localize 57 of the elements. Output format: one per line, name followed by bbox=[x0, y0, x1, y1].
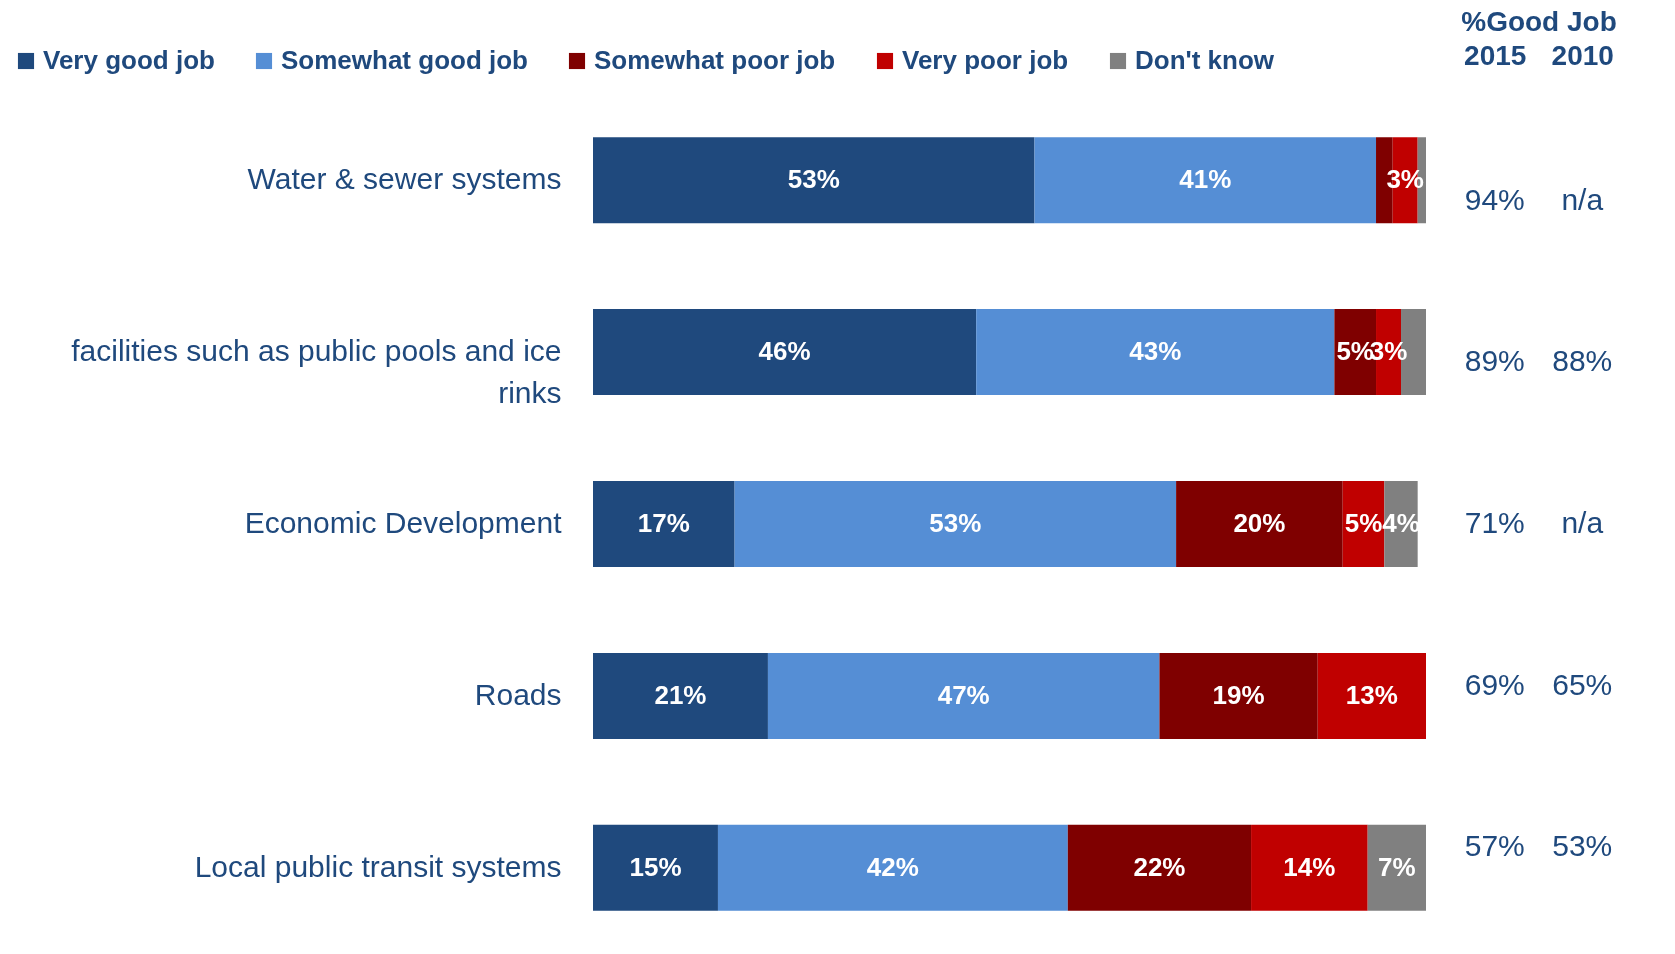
data-label: 19% bbox=[1212, 679, 1265, 710]
data-label: 7% bbox=[1378, 851, 1416, 882]
legend-label: Somewhat poor job bbox=[594, 45, 836, 75]
bar bbox=[1251, 824, 1368, 911]
text: 69% bbox=[1464, 667, 1525, 701]
text: 53% bbox=[1552, 829, 1613, 863]
text: 57% bbox=[1464, 829, 1525, 863]
bar bbox=[1067, 824, 1252, 911]
data-label: 42% bbox=[866, 851, 919, 882]
legend-label: Very poor job bbox=[902, 45, 1069, 75]
bar bbox=[717, 824, 1068, 911]
bar bbox=[593, 481, 735, 567]
bar bbox=[976, 309, 1335, 396]
bar bbox=[593, 309, 977, 396]
bar bbox=[734, 481, 1177, 567]
bar bbox=[1176, 481, 1343, 567]
bar bbox=[1317, 652, 1426, 739]
text: 88% bbox=[1552, 344, 1613, 378]
data-label: 46% bbox=[758, 336, 811, 367]
text: 2015 bbox=[1464, 39, 1527, 71]
y-tick-label: Water & sewer systems bbox=[247, 162, 562, 196]
text: 94% bbox=[1464, 182, 1525, 216]
y-tick-label: Roads bbox=[474, 677, 562, 711]
text: n/a bbox=[1561, 182, 1604, 216]
text: 89% bbox=[1464, 344, 1525, 378]
data-label: 53% bbox=[929, 508, 982, 538]
data-label: 20% bbox=[1233, 508, 1286, 538]
data-label: 53% bbox=[787, 164, 840, 195]
y-tick-label: Local public transit systems bbox=[194, 849, 562, 883]
text: 65% bbox=[1552, 667, 1613, 701]
data-label: 22% bbox=[1133, 851, 1186, 882]
y-tick-label: facilities such as public pools and ice rinks bbox=[71, 334, 562, 410]
text: 2010 bbox=[1551, 39, 1614, 71]
data-label: 21% bbox=[654, 679, 707, 710]
data-label: 15% bbox=[629, 851, 682, 882]
data-label: 3% bbox=[1386, 164, 1424, 195]
bar bbox=[593, 652, 768, 739]
text: 71% bbox=[1464, 506, 1525, 539]
data-label: 47% bbox=[937, 679, 990, 710]
data-label: 17% bbox=[637, 508, 690, 538]
data-label: 14% bbox=[1283, 851, 1336, 882]
text: %Good Job bbox=[1461, 5, 1617, 37]
bar bbox=[593, 824, 718, 911]
bar bbox=[1034, 137, 1377, 224]
data-label: 13% bbox=[1345, 679, 1398, 710]
bar bbox=[1367, 824, 1426, 911]
y-tick-label: Economic Development bbox=[244, 506, 563, 539]
bar bbox=[593, 137, 1035, 224]
legend-label: Don't know bbox=[1135, 45, 1275, 75]
legend-label: Very good job bbox=[43, 45, 215, 75]
bar bbox=[1159, 652, 1318, 739]
data-label: 43% bbox=[1129, 336, 1182, 367]
text: n/a bbox=[1561, 506, 1604, 539]
data-label: 5% bbox=[1344, 508, 1383, 538]
data-label: 41% bbox=[1179, 164, 1232, 195]
legend-label: Somewhat good job bbox=[281, 45, 528, 75]
bar bbox=[767, 652, 1160, 739]
